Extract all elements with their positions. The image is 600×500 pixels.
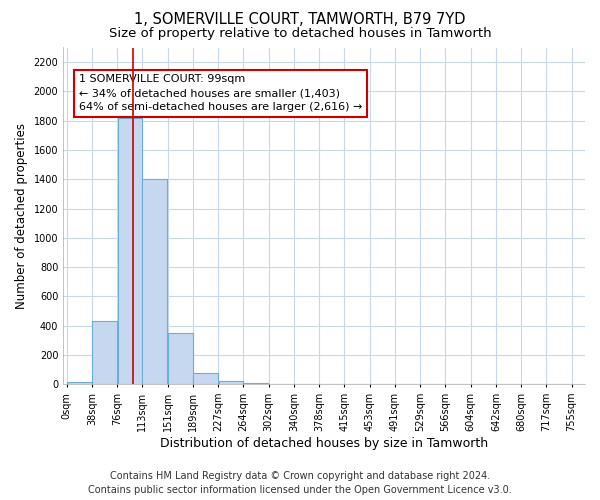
Text: 1, SOMERVILLE COURT, TAMWORTH, B79 7YD: 1, SOMERVILLE COURT, TAMWORTH, B79 7YD xyxy=(134,12,466,28)
Bar xyxy=(168,333,193,384)
Text: Size of property relative to detached houses in Tamworth: Size of property relative to detached ho… xyxy=(109,28,491,40)
X-axis label: Distribution of detached houses by size in Tamworth: Distribution of detached houses by size … xyxy=(160,437,488,450)
Y-axis label: Number of detached properties: Number of detached properties xyxy=(15,123,28,309)
Bar xyxy=(118,118,142,384)
Bar xyxy=(142,180,167,384)
Bar xyxy=(67,382,92,384)
Bar xyxy=(193,372,218,384)
Text: Contains HM Land Registry data © Crown copyright and database right 2024.
Contai: Contains HM Land Registry data © Crown c… xyxy=(88,471,512,495)
Text: 1 SOMERVILLE COURT: 99sqm
← 34% of detached houses are smaller (1,403)
64% of se: 1 SOMERVILLE COURT: 99sqm ← 34% of detac… xyxy=(79,74,362,112)
Bar xyxy=(218,380,243,384)
Bar xyxy=(243,383,268,384)
Bar xyxy=(92,322,117,384)
